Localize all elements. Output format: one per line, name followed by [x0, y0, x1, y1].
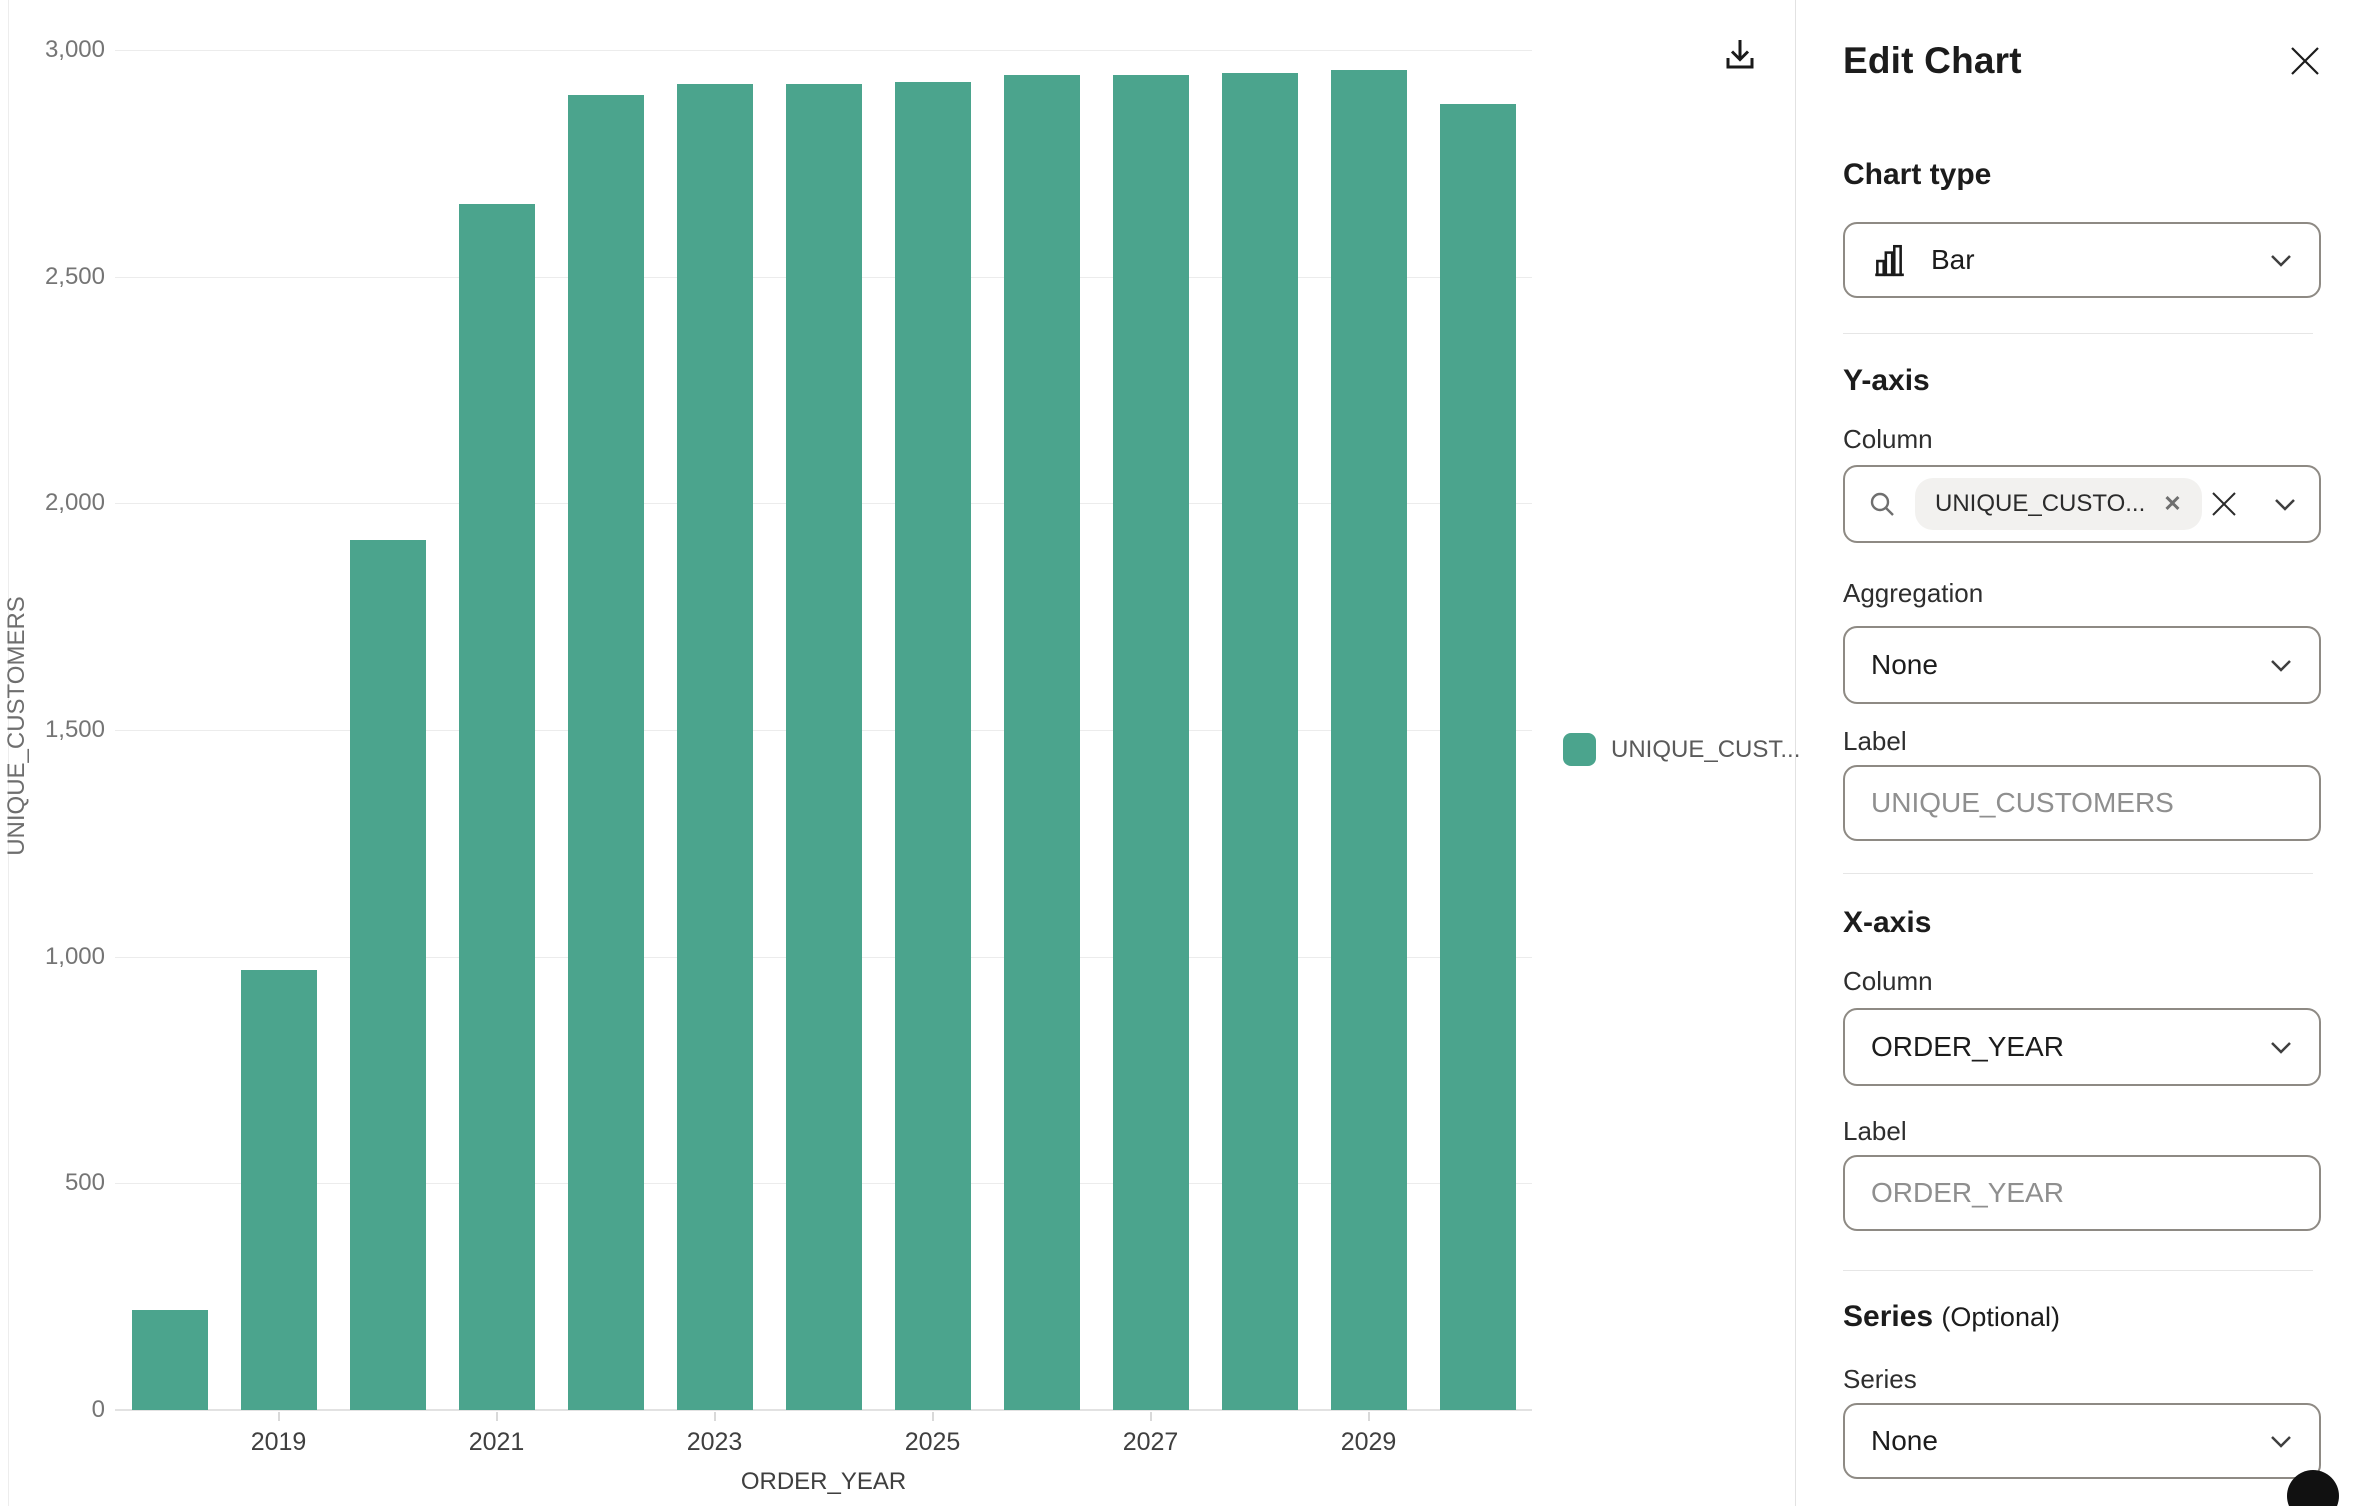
bar-2025	[894, 81, 971, 1410]
x-axis-line	[115, 1409, 1532, 1411]
x-tick-label: 2019	[250, 1428, 307, 1456]
chart-left-border	[8, 0, 9, 1506]
chevron-down-icon	[2269, 1040, 2293, 1055]
y-axis-column-label: Column	[1843, 424, 1933, 454]
x-axis-column-value: ORDER_YEAR	[1871, 1031, 2064, 1062]
bar-2024	[785, 84, 862, 1410]
series-optional-suffix: (Optional)	[1941, 1302, 2060, 1332]
bar-chart-icon	[1871, 242, 1907, 278]
section-divider	[1843, 333, 2313, 334]
clear-selection-icon[interactable]	[2209, 489, 2239, 519]
x-axis-label-label: Label	[1843, 1116, 1907, 1146]
series-select[interactable]: None	[1843, 1403, 2321, 1479]
x-tick-label: 2021	[468, 1428, 525, 1456]
x-tick-mark	[1367, 1412, 1370, 1421]
download-icon	[1720, 34, 1760, 74]
chart-type-heading: Chart type	[1843, 158, 1992, 191]
bar-2020	[349, 539, 426, 1410]
y-tick-label: 500	[64, 1169, 105, 1197]
x-axis-label-input[interactable]	[1843, 1155, 2321, 1231]
download-chart-button[interactable]	[1716, 30, 1764, 78]
chevron-down-icon	[2269, 253, 2293, 268]
x-tick-mark	[277, 1412, 280, 1421]
chart-type-select[interactable]: Bar	[1843, 222, 2321, 298]
chart-region: 0 500 1,000 1,500 2,000 2,500 3,000 2019 2021 20…	[3, 0, 1800, 1506]
y-axis-column-tag[interactable]: UNIQUE_CUSTO... ✕	[1915, 478, 2202, 530]
y-axis-label-label: Label	[1843, 726, 1907, 756]
close-icon	[2289, 45, 2321, 77]
y-axis-column-tag-text: UNIQUE_CUSTO...	[1935, 490, 2146, 517]
mouse-cursor	[2287, 1470, 2339, 1506]
x-tick-label: 2025	[904, 1428, 961, 1456]
x-tick-mark	[713, 1412, 716, 1421]
bar-2026	[1003, 74, 1080, 1410]
chart-type-value: Bar	[1931, 244, 1975, 275]
bar-2027	[1112, 74, 1189, 1410]
remove-tag-icon[interactable]: ✕	[2163, 491, 2182, 516]
edit-chart-panel: Edit Chart Chart type Bar	[1843, 0, 2339, 1506]
bar-2021	[458, 204, 535, 1410]
x-tick-mark	[495, 1412, 498, 1421]
gridline	[115, 50, 1532, 51]
bar-2018	[131, 1310, 208, 1410]
y-tick-label: 1,000	[44, 942, 105, 970]
x-tick-label: 2029	[1340, 1428, 1397, 1456]
section-divider	[1843, 873, 2313, 874]
legend[interactable]: UNIQUE_CUST...	[1563, 733, 1800, 766]
x-tick-label: 2023	[686, 1428, 743, 1456]
x-axis-title: ORDER_YEAR	[740, 1468, 907, 1495]
y-axis-label-input[interactable]	[1843, 765, 2321, 841]
bar-2023	[676, 84, 753, 1410]
panel-title: Edit Chart	[1843, 40, 2022, 81]
x-axis-column-label: Column	[1843, 966, 1933, 996]
bar-2029	[1330, 70, 1407, 1410]
aggregation-value: None	[1871, 649, 1938, 680]
bar-2028	[1221, 72, 1298, 1410]
x-axis-column-select[interactable]: ORDER_YEAR	[1843, 1008, 2321, 1086]
y-axis-column-select[interactable]: UNIQUE_CUSTO... ✕	[1843, 465, 2321, 543]
y-tick-label: 1,500	[44, 716, 105, 743]
aggregation-label: Aggregation	[1843, 578, 1984, 608]
close-panel-button[interactable]	[2287, 43, 2323, 79]
series-label: Series	[1843, 1364, 1917, 1394]
legend-swatch	[1563, 733, 1596, 766]
x-axis-heading: X-axis	[1843, 906, 1932, 939]
y-axis-title: UNIQUE_CUSTOMERS	[3, 596, 30, 856]
bar-chart-plot	[115, 50, 1532, 1411]
bar-2022	[567, 95, 644, 1410]
y-tick-label: 3,000	[44, 36, 105, 63]
aggregation-select[interactable]: None	[1843, 626, 2321, 704]
bar-2030	[1439, 104, 1516, 1410]
y-axis-heading: Y-axis	[1843, 364, 1930, 397]
series-value: None	[1871, 1425, 1938, 1456]
series-heading: Series (Optional)	[1843, 1300, 2060, 1333]
x-tick-mark	[931, 1412, 934, 1421]
chevron-down-icon	[2273, 497, 2297, 512]
x-tick-mark	[1149, 1412, 1152, 1421]
section-divider	[1843, 1270, 2313, 1271]
panel-header: Edit Chart	[1843, 40, 2325, 82]
panel-divider	[1795, 0, 1796, 1506]
search-icon	[1867, 489, 1897, 519]
chevron-down-icon	[2269, 658, 2293, 673]
bar-2019	[240, 970, 317, 1410]
y-tick-label: 2,000	[44, 489, 105, 517]
y-tick-label: 2,500	[44, 262, 105, 290]
x-tick-label: 2027	[1122, 1428, 1179, 1456]
chevron-down-icon	[2269, 1434, 2293, 1449]
y-tick-label: 0	[91, 1396, 105, 1423]
legend-label: UNIQUE_CUST...	[1611, 735, 1801, 763]
